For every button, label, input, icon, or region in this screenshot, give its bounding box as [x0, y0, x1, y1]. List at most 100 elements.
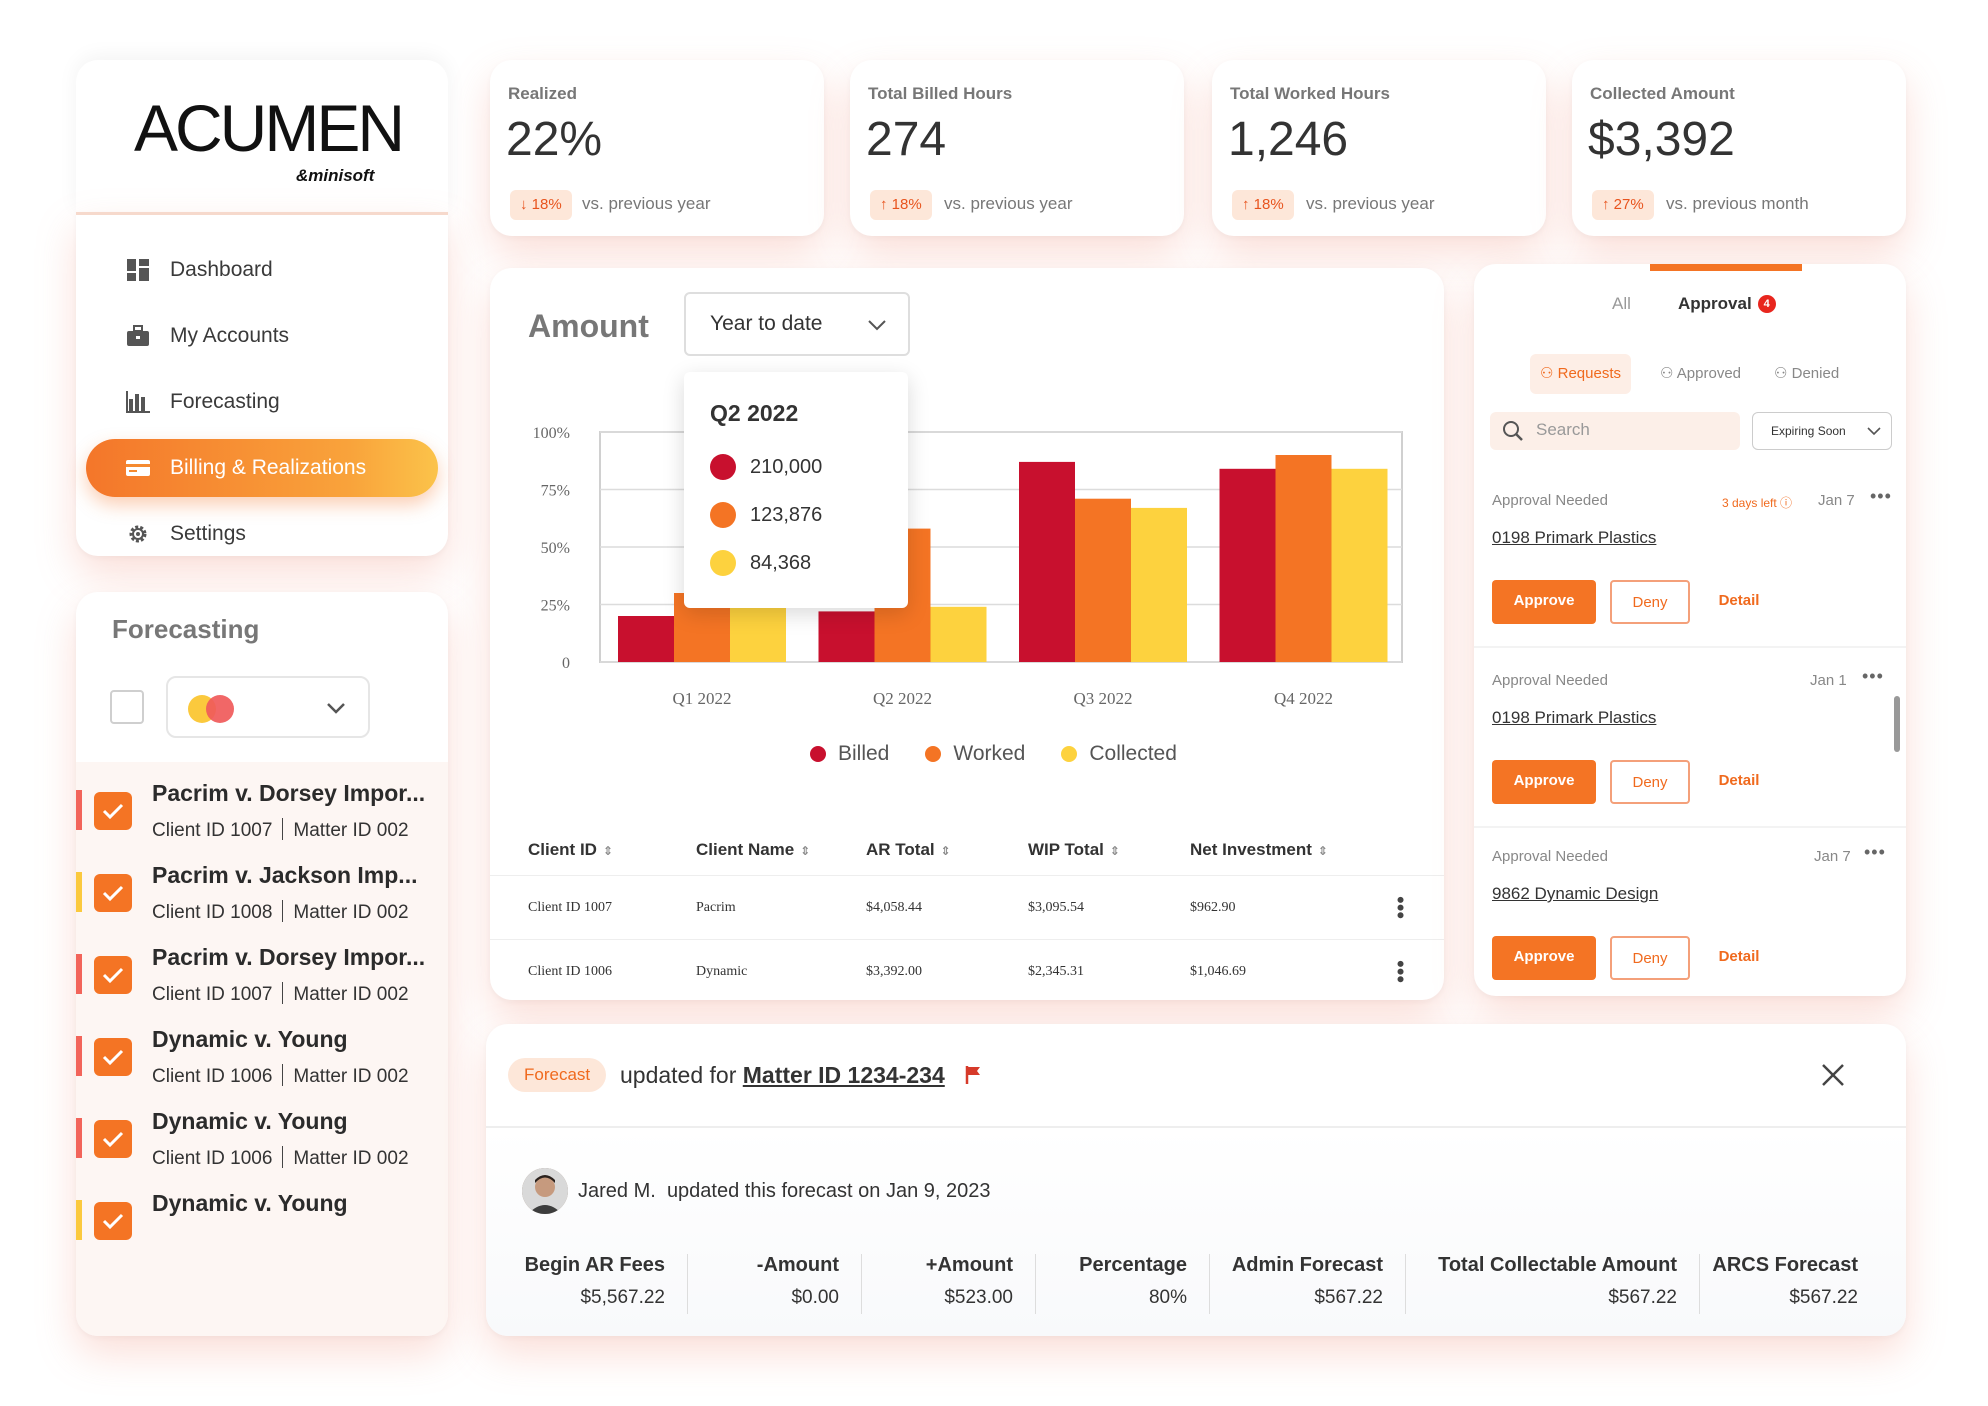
kpi-compare: vs. previous month — [1666, 194, 1809, 213]
tab-approval[interactable]: Approval 4 — [1678, 294, 1776, 314]
nav-label: My Accounts — [170, 324, 290, 347]
col-ar-total[interactable]: AR Total ⇕ — [866, 840, 951, 859]
item-checkbox[interactable] — [94, 1120, 132, 1158]
item-checkbox[interactable] — [94, 1202, 132, 1240]
cell: Client ID 1006 — [528, 964, 612, 979]
approve-button[interactable]: Approve — [1492, 936, 1596, 980]
approval-status: Approval Needed — [1492, 848, 1608, 865]
list-item[interactable]: Pacrim v. Jackson Imp... Client ID 1008 M… — [76, 844, 448, 944]
more-horizontal-icon[interactable]: ••• — [1864, 842, 1886, 862]
col-net-investment[interactable]: Net Investment ⇕ — [1190, 840, 1328, 859]
bar-chart-icon — [126, 390, 150, 414]
trend-badge: ↑ 27% — [1592, 190, 1654, 220]
more-horizontal-icon[interactable]: ••• — [1862, 666, 1884, 686]
table-row[interactable]: Client ID 1007 Pacrim $4,058.44 $3,095.5… — [490, 876, 1444, 940]
nav-item-billing[interactable]: Billing & Realizations — [86, 439, 438, 497]
detail-button[interactable]: Detail — [1718, 948, 1760, 965]
subtab-approved[interactable]: ⚇ Approved — [1660, 365, 1742, 382]
approve-button[interactable]: Approve — [1492, 580, 1596, 624]
kpi-label: Realized — [508, 84, 577, 103]
col-client-name[interactable]: Client Name ⇕ — [696, 840, 811, 859]
deny-button[interactable]: Deny — [1610, 936, 1690, 980]
count-badge: 4 — [1757, 295, 1776, 313]
accent-bar — [76, 1200, 82, 1240]
chevron-down-icon — [1867, 427, 1881, 436]
tab-all[interactable]: All — [1612, 294, 1631, 313]
amount-card: 0 25% 50% 75% 100% Q1 2022 Q2 2022 Q3 2022 Q4 20… — [490, 268, 1444, 1000]
chart-tooltip: Q2 2022 210,000 123,876 84,368 — [684, 372, 908, 608]
select-all-checkbox[interactable] — [110, 690, 144, 724]
table-row[interactable]: Client ID 1006 Dynamic $3,392.00 $2,345.… — [490, 940, 1444, 1004]
list-item[interactable]: Dynamic v. Young Client ID 1006 Matter ID… — [76, 1090, 448, 1190]
search-input[interactable]: Search — [1490, 412, 1740, 450]
cell: $962.90 — [1190, 900, 1236, 915]
list-item[interactable]: Pacrim v. Dorsey Impor... Client ID 1007… — [76, 926, 448, 1026]
matter-link[interactable]: Matter ID 1234-234 — [742, 1062, 945, 1088]
avatar — [522, 1168, 568, 1214]
forecasting-title: Forecasting — [112, 614, 260, 644]
list-item[interactable]: Dynamic v. Young Client ID 1006 Matter ID… — [76, 1008, 448, 1108]
item-checkbox[interactable] — [94, 1038, 132, 1076]
approve-button[interactable]: Approve — [1492, 760, 1596, 804]
color-filter-select[interactable] — [166, 676, 370, 738]
sort-icon: ⇕ — [1317, 844, 1328, 858]
update-message: Jared M. updated this forecast on Jan 9,… — [578, 1180, 991, 1202]
check-icon — [102, 803, 124, 820]
nav-item-my-accounts[interactable]: My Accounts — [86, 307, 438, 365]
tooltip-value: 123,876 — [750, 503, 823, 526]
bar-billed — [618, 616, 674, 662]
item-name: Dynamic v. Young — [152, 1190, 348, 1216]
item-checkbox[interactable] — [94, 956, 132, 994]
table-header: Client ID ⇕ Client Name ⇕ AR Total ⇕ WIP To… — [490, 824, 1444, 876]
deny-button[interactable]: Deny — [1610, 580, 1690, 624]
list-item[interactable]: Dynamic v. Young — [76, 1172, 448, 1272]
deny-button[interactable]: Deny — [1610, 760, 1690, 804]
more-vertical-icon[interactable]: ••• — [1388, 960, 1413, 984]
series-dot — [710, 454, 736, 480]
check-icon — [102, 1131, 124, 1148]
matter-id: Matter ID 002 — [293, 1148, 409, 1169]
period-value: Year to date — [710, 312, 823, 335]
approval-link[interactable]: 9862 Dynamic Design — [1492, 884, 1659, 903]
approval-link[interactable]: 0198 Primark Plastics — [1492, 528, 1657, 547]
matter-id: Matter ID 002 — [293, 1066, 409, 1087]
legend-worked[interactable]: Worked — [925, 742, 1025, 766]
close-icon[interactable] — [1820, 1062, 1846, 1093]
legend-billed[interactable]: Billed — [810, 742, 889, 766]
col-wip-total[interactable]: WIP Total ⇕ — [1028, 840, 1120, 859]
item-checkbox[interactable] — [94, 874, 132, 912]
y-tick-label: 100% — [533, 425, 570, 442]
item-ids: Client ID 1006 Matter ID 002 — [152, 1064, 409, 1088]
kpi-realized: Realized 22% ↓ 18% vs. previous year — [490, 60, 824, 236]
nav-item-forecasting[interactable]: Forecasting — [86, 373, 438, 431]
client-id: Client ID 1008 — [152, 902, 273, 923]
subtab-denied[interactable]: ⚇ Denied — [1774, 365, 1840, 382]
col-client-id[interactable]: Client ID ⇕ — [528, 840, 614, 859]
detail-button[interactable]: Detail — [1718, 772, 1760, 789]
nav-item-settings[interactable]: Settings — [86, 505, 438, 563]
chart-legend: Billed Worked Collected — [810, 742, 1177, 766]
scrollbar[interactable] — [1894, 696, 1900, 752]
kpi-worked-hours: Total Worked Hours 1,246 ↑ 18% vs. previ… — [1212, 60, 1546, 236]
cell: $1,046.69 — [1190, 964, 1246, 979]
legend-collected[interactable]: Collected — [1061, 742, 1177, 766]
matter-id: Matter ID 002 — [293, 902, 409, 923]
more-horizontal-icon[interactable]: ••• — [1870, 486, 1892, 506]
period-select[interactable]: Year to date — [684, 292, 910, 356]
item-ids: Client ID 1007 Matter ID 002 — [152, 982, 409, 1006]
filter-select[interactable]: Expiring Soon — [1752, 412, 1892, 450]
list-item[interactable]: Pacrim v. Dorsey Impor... Client ID 1007… — [76, 762, 448, 862]
info-icon: ⓘ — [1780, 496, 1793, 510]
kpi-compare: vs. previous year — [1306, 194, 1435, 213]
trend-badge: ↓ 18% — [510, 190, 572, 220]
matter-id: Matter ID 002 — [293, 820, 409, 841]
nav-label: Settings — [170, 522, 246, 545]
more-vertical-icon[interactable]: ••• — [1388, 896, 1413, 920]
approval-link[interactable]: 0198 Primark Plastics — [1492, 708, 1657, 727]
item-checkbox[interactable] — [94, 792, 132, 830]
detail-button[interactable]: Detail — [1718, 592, 1760, 609]
nav-item-dashboard[interactable]: Dashboard — [86, 241, 438, 299]
tooltip-row: 84,368 — [710, 550, 811, 576]
forecasting-panel: Forecasting Pacrim v. Dorsey Impor... Cl… — [76, 592, 448, 1336]
subtab-requests[interactable]: ⚇ Requests — [1530, 354, 1631, 394]
